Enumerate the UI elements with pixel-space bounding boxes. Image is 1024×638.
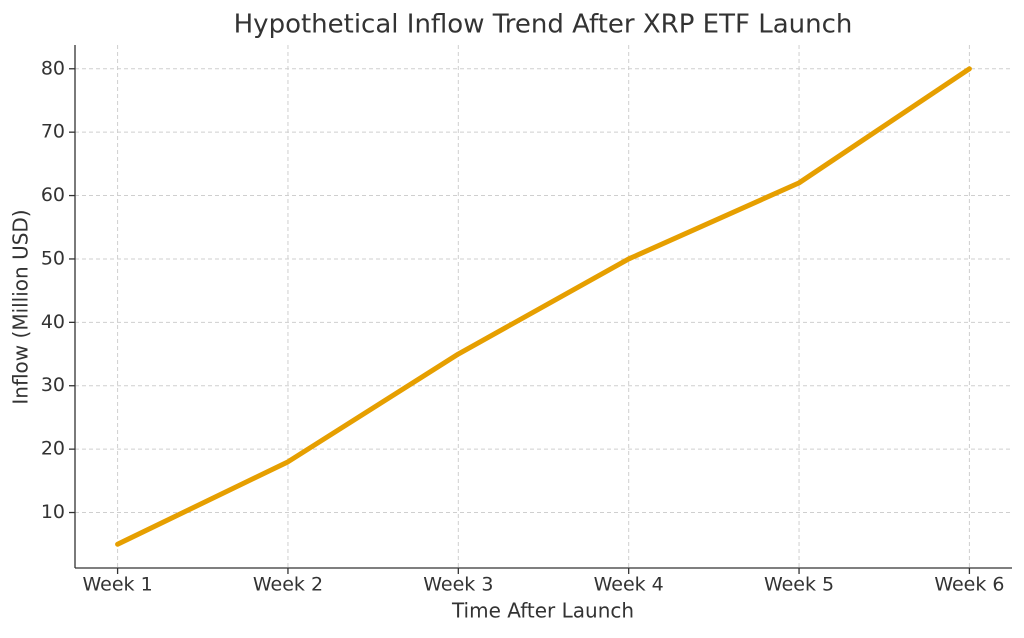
- x-tick-label: Week 3: [423, 574, 493, 596]
- x-tick-label: Week 1: [82, 574, 152, 596]
- x-tick-label: Week 6: [934, 574, 1004, 596]
- x-tick-label: Week 5: [764, 574, 834, 596]
- y-tick-label: 40: [41, 311, 65, 333]
- y-tick-label: 80: [41, 57, 65, 79]
- y-tick-label: 60: [41, 184, 65, 206]
- y-tick-label: 50: [41, 247, 65, 269]
- x-tick-label: Week 2: [253, 574, 323, 596]
- data-line: [115, 66, 972, 547]
- x-tick-label: Week 4: [594, 574, 664, 596]
- x-axis-label: Time After Launch: [451, 599, 634, 623]
- y-tick-label: 20: [41, 438, 65, 460]
- y-tick-label: 30: [41, 374, 65, 396]
- y-tick-label: 10: [41, 501, 65, 523]
- y-tick-label: 70: [41, 121, 65, 143]
- chart-title: Hypothetical Inflow Trend After XRP ETF …: [234, 10, 853, 40]
- y-axis-label: Inflow (Million USD): [9, 209, 33, 404]
